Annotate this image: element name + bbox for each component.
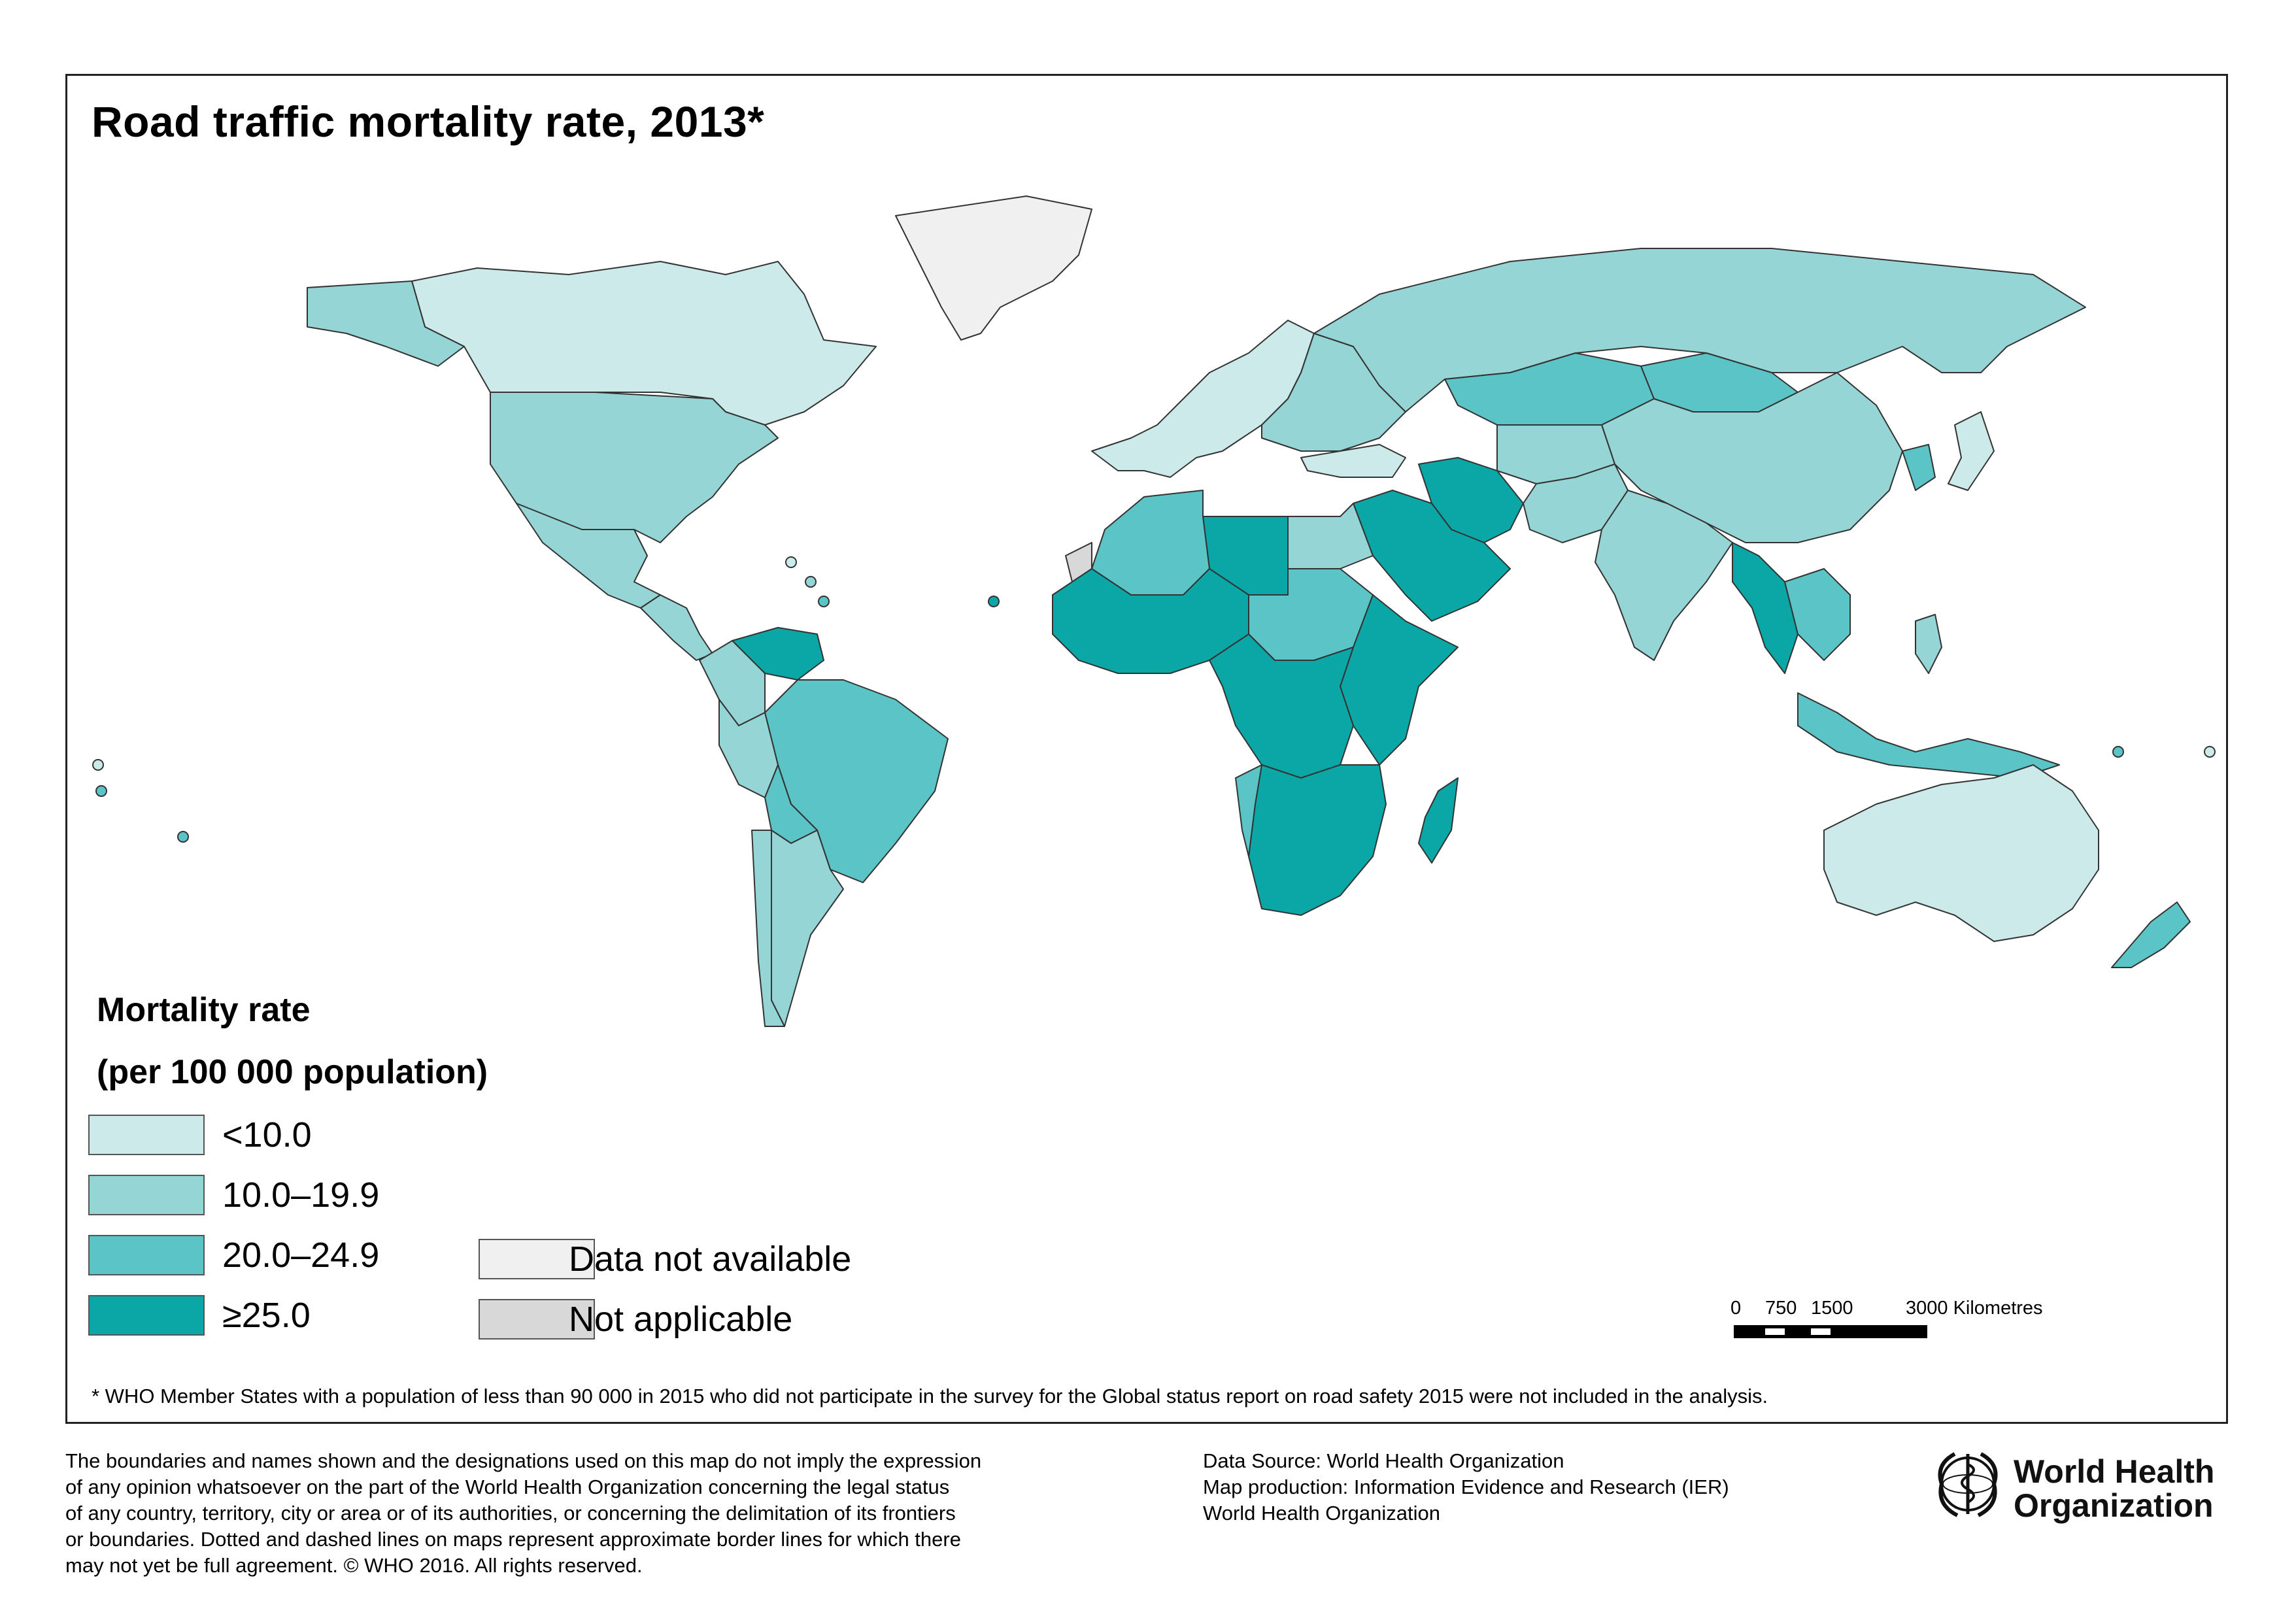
region-caribbean-2[interactable] (805, 576, 817, 588)
legend-label-lt10: <10.0 (222, 1115, 312, 1155)
legend-title-line1: Mortality rate (97, 991, 311, 1029)
legend-label-not-applicable: Not applicable (569, 1300, 793, 1339)
region-alaska[interactable] (307, 280, 465, 367)
legend-swatch-ge25 (88, 1295, 205, 1336)
region-pacific-1[interactable] (92, 759, 104, 771)
region-new-zealand[interactable] (2111, 902, 2191, 968)
footnote: * WHO Member States with a population of… (92, 1385, 1768, 1407)
legend-swatch-20-24 (88, 1235, 205, 1275)
disclaimer-line: of any opinion whatsoever on the part of… (65, 1475, 950, 1498)
scale-label-0: 0 (1730, 1298, 1742, 1319)
world-map (92, 195, 2216, 1027)
source-line: Data Source: World Health Organization (1203, 1449, 1564, 1472)
scale-label-1500: 1500 (1811, 1298, 1853, 1319)
region-pacific-4[interactable] (2112, 746, 2124, 758)
region-greenland[interactable] (895, 195, 1092, 341)
disclaimer-line: The boundaries and names shown and the d… (65, 1449, 982, 1472)
who-emblem-icon (1938, 1452, 1998, 1517)
region-eastern-europe[interactable] (1261, 333, 1406, 452)
region-philippines[interactable] (1915, 614, 1942, 674)
legend-label-ge25: ≥25.0 (222, 1296, 311, 1335)
region-thailand[interactable] (1732, 542, 1798, 674)
region-turkey[interactable] (1300, 444, 1406, 478)
disclaimer-line: may not yet be full agreement. © WHO 201… (65, 1554, 643, 1577)
scale-label-750: 750 (1765, 1298, 1797, 1319)
region-western-europe[interactable] (1091, 320, 1315, 478)
region-central-africa[interactable] (1209, 633, 1354, 779)
region-pacific-2[interactable] (95, 785, 107, 797)
region-central-america[interactable] (640, 594, 713, 661)
region-indonesia[interactable] (1797, 692, 2060, 779)
region-saudi-arabia[interactable] (1353, 490, 1511, 622)
data-source: Data Source: World Health Organization M… (1203, 1448, 1729, 1526)
disclaimer: The boundaries and names shown and the d… (65, 1448, 1085, 1579)
who-name: World Health Organization (2014, 1455, 2214, 1523)
map-title: Road traffic mortality rate, 2013* (92, 97, 765, 146)
legend-swatch-not-applicable (479, 1299, 595, 1340)
region-india[interactable] (1595, 490, 1733, 661)
source-line: Map production: Information Evidence and… (1203, 1475, 1729, 1498)
region-namibia[interactable] (1235, 764, 1262, 857)
region-japan[interactable] (1948, 411, 1995, 491)
who-name-line: Organization (2014, 1487, 2214, 1524)
region-russia[interactable] (1313, 248, 2086, 413)
region-chile[interactable] (751, 830, 785, 1027)
region-pacific-5[interactable] (2204, 746, 2216, 758)
region-korea[interactable] (1902, 444, 1936, 491)
legend-swatch-10-19 (88, 1175, 205, 1215)
legend-title-line2: (per 100 000 population) (97, 1053, 488, 1091)
legend-label-20-24: 20.0–24.9 (222, 1236, 380, 1275)
legend-swatch-lt10 (88, 1115, 205, 1155)
disclaimer-line: or boundaries. Dotted and dashed lines o… (65, 1528, 961, 1551)
legend-label-10-19: 10.0–19.9 (222, 1175, 380, 1215)
region-caribbean-1[interactable] (785, 556, 797, 568)
source-line: World Health Organization (1203, 1502, 1440, 1525)
region-madagascar[interactable] (1418, 777, 1459, 864)
region-southern-africa[interactable] (1248, 764, 1387, 916)
legend-swatch-data-not-available (479, 1239, 595, 1279)
scale-bar (1734, 1325, 1927, 1338)
region-caribbean-3[interactable] (818, 596, 830, 607)
region-cape-verde[interactable] (988, 596, 1000, 607)
region-indochina[interactable] (1784, 568, 1851, 661)
who-name-line: World Health (2014, 1453, 2215, 1490)
scale-label-3000: 3000 Kilometres (1906, 1298, 2043, 1319)
legend-label-data-not-available: Data not available (569, 1239, 852, 1279)
region-australia[interactable] (1823, 764, 2099, 942)
disclaimer-line: of any country, territory, city or area … (65, 1502, 956, 1525)
region-pacific-3[interactable] (177, 831, 189, 843)
region-north-africa-west[interactable] (1091, 490, 1210, 596)
